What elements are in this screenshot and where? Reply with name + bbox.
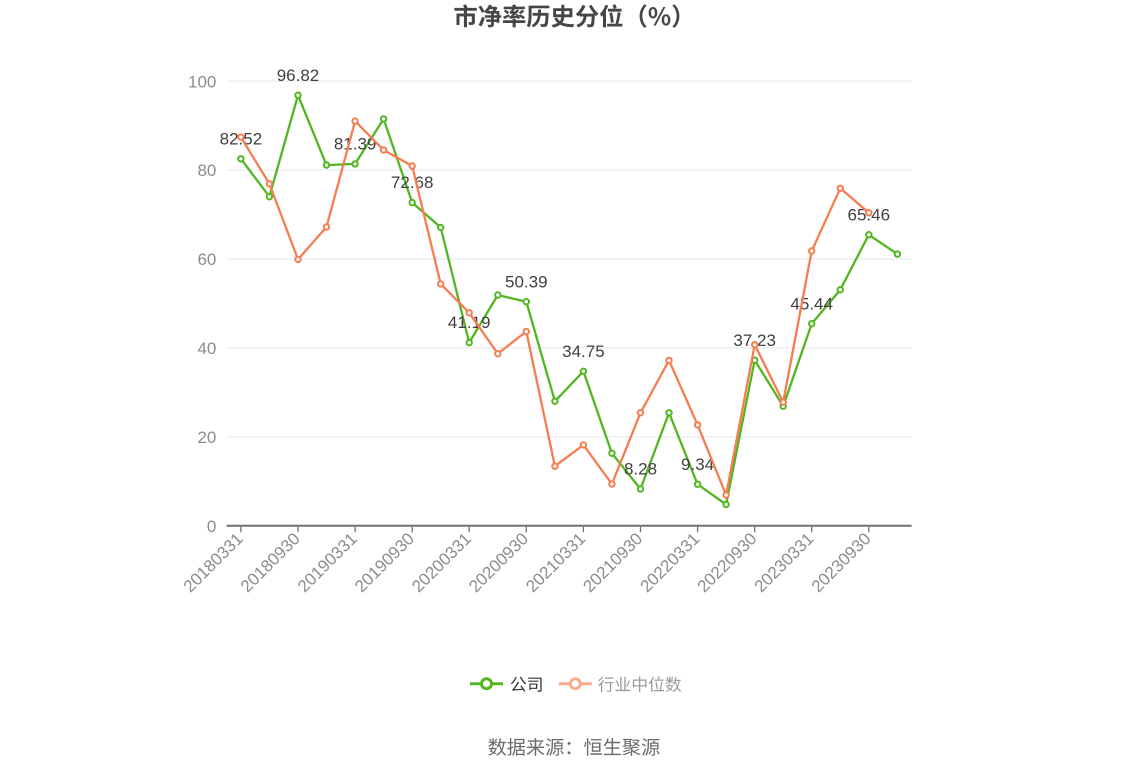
svg-text:20: 20 [197, 428, 216, 447]
svg-text:45.44: 45.44 [790, 294, 833, 313]
svg-text:0: 0 [207, 517, 216, 536]
svg-text:81.39: 81.39 [334, 135, 377, 154]
svg-text:50.39: 50.39 [505, 272, 548, 291]
svg-text:8.28: 8.28 [624, 460, 657, 479]
svg-text:80: 80 [197, 161, 216, 180]
svg-text:100: 100 [188, 72, 216, 91]
svg-text:40: 40 [197, 339, 216, 358]
svg-text:72.68: 72.68 [391, 173, 434, 192]
svg-text:34.75: 34.75 [562, 342, 605, 361]
svg-text:9.34: 9.34 [681, 455, 714, 474]
svg-text:96.82: 96.82 [277, 66, 320, 85]
svg-text:60: 60 [197, 250, 216, 269]
svg-text:37.23: 37.23 [733, 331, 776, 350]
